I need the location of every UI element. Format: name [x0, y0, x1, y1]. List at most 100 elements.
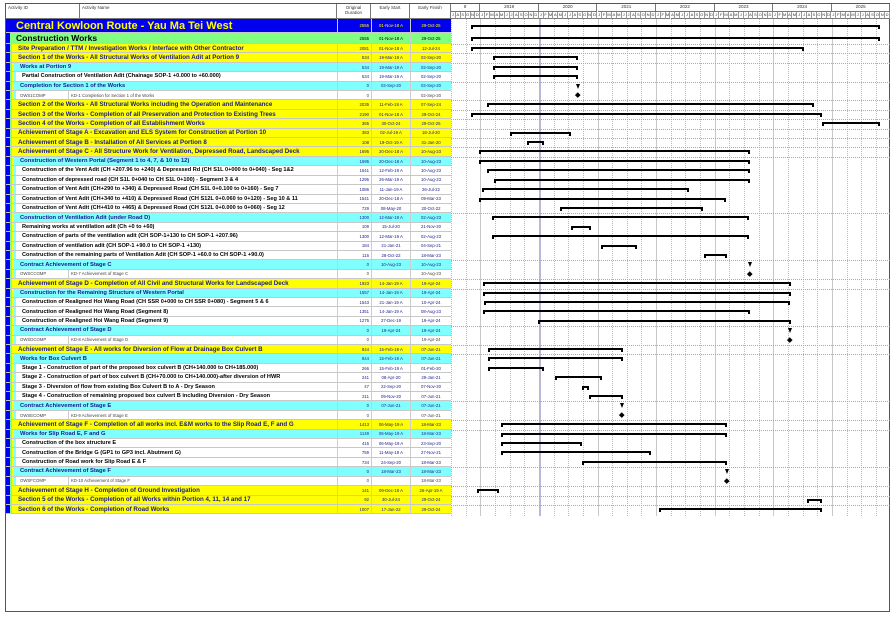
milestone-detail-row[interactable]: OWSCCOMP KD-7 Achievement of Stage C 0 10-A… — [6, 269, 451, 280]
activity-bar[interactable] — [501, 451, 652, 456]
activity-row[interactable]: Construction of Realigned Hoi Wang Road … — [6, 297, 451, 308]
milestone-diamond[interactable] — [747, 271, 753, 277]
activity-row[interactable]: Partial Construction of Ventilation Adit… — [6, 72, 451, 82]
activity-bar[interactable] — [527, 141, 544, 146]
activity-bar[interactable] — [500, 442, 582, 447]
header-early-finish[interactable]: Early Finish — [410, 4, 451, 19]
activity-bar[interactable] — [500, 423, 728, 428]
wbs-row[interactable]: Construction Works 2555 01-Nov-18 A 29-Oct-… — [6, 33, 451, 44]
milestone-detail-row[interactable]: OWSECOMP KD-9 Achievement of Stage E 0 07-J… — [6, 410, 451, 421]
activity-bar[interactable] — [509, 132, 572, 137]
wbs-row[interactable]: Achievement of Stage A - Excavation and … — [6, 128, 451, 139]
activity-row[interactable]: Construction of the box structure E 415 06… — [6, 439, 451, 449]
activity-bar[interactable] — [492, 56, 579, 61]
wbs-row[interactable]: Section 3 of the Works - Completion of a… — [6, 109, 451, 120]
activity-row[interactable]: Remaining works at ventilation adit (Ch … — [6, 222, 451, 233]
activity-bar[interactable] — [482, 188, 690, 193]
activity-bar[interactable] — [538, 320, 791, 325]
wbs-row[interactable]: Section 6 of the Works - Completion of R… — [6, 504, 451, 515]
milestone-diamond[interactable] — [787, 337, 793, 343]
activity-bar[interactable] — [478, 198, 726, 203]
activity-row[interactable]: Stage 1 - Construction of part of the pr… — [6, 363, 451, 374]
activity-bar[interactable] — [807, 499, 822, 504]
activity-bar[interactable] — [704, 254, 728, 259]
activity-bar[interactable] — [487, 103, 815, 108]
activity-bar[interactable] — [492, 75, 579, 80]
wbs-row[interactable]: Works at Portion 9 534 19-Mar-19 A 02-Sep-2… — [6, 62, 451, 73]
activity-row[interactable]: Construction of ventilation adit (CH SOP… — [6, 241, 451, 251]
activity-bar[interactable] — [470, 113, 823, 118]
activity-bar[interactable] — [581, 461, 728, 466]
activity-bar[interactable] — [492, 66, 579, 71]
activity-row[interactable]: Construction of the remaining parts of V… — [6, 250, 451, 261]
wbs-row[interactable]: Section 5 of the Works - Completion of a… — [6, 495, 451, 505]
milestone-diamond[interactable] — [723, 478, 729, 484]
wbs-row[interactable]: Site Preparation / TTM / Investigation W… — [6, 44, 451, 54]
header-early-start[interactable]: Early Start — [371, 4, 410, 19]
wbs-row[interactable]: Achievement of Stage F - Completion of a… — [6, 420, 451, 430]
milestone-triangle[interactable] — [620, 403, 625, 408]
header-activity-id[interactable]: Activity ID — [6, 4, 80, 19]
activity-bar[interactable] — [487, 357, 624, 362]
wbs-row[interactable]: Contract Achievement of Stage D 0 19-Apr-2… — [6, 326, 451, 336]
wbs-row[interactable]: Achievement of Stage C - All Structure W… — [6, 147, 451, 157]
milestone-detail-row[interactable]: OWSDCOMP KD-8 Achievement of Stage D 0 19-A… — [6, 335, 451, 345]
activity-row[interactable]: Construction of depressed road (CH S1L 0… — [6, 175, 451, 186]
activity-bar[interactable] — [487, 169, 751, 174]
activity-bar[interactable] — [483, 301, 790, 306]
activity-bar[interactable] — [487, 348, 624, 353]
activity-bar[interactable] — [559, 207, 704, 212]
activity-bar[interactable] — [554, 376, 603, 381]
activity-bar[interactable] — [470, 24, 881, 30]
wbs-row[interactable]: Central Kowloon Route - Yau Ma Tei West 2… — [6, 19, 451, 33]
activity-bar[interactable] — [658, 508, 822, 513]
activity-bar[interactable] — [493, 179, 751, 184]
activity-bar[interactable] — [570, 226, 592, 231]
activity-row[interactable]: Construction of Realigned Hoi Wang Road … — [6, 316, 451, 327]
activity-bar[interactable] — [601, 245, 638, 250]
milestone-triangle[interactable] — [724, 469, 729, 474]
wbs-row[interactable]: Achievement of Stage H - Completion of G… — [6, 486, 451, 496]
header-activity-name[interactable]: Activity Name — [80, 4, 337, 19]
milestone-detail-row[interactable]: OWS1COMP KD-1 Completion for Section 1 of… — [6, 91, 451, 101]
activity-row[interactable]: Construction of Vent Adit (CH+290 to +34… — [6, 185, 451, 195]
activity-bar[interactable] — [491, 235, 750, 240]
wbs-row[interactable]: Section 4 of the Works - Completion of a… — [6, 119, 451, 129]
milestone-diamond[interactable] — [619, 412, 625, 418]
wbs-row[interactable]: Construction of Western Portal (Segment … — [6, 156, 451, 167]
activity-row[interactable]: Construction of Vent Adit (CH+340 to +41… — [6, 194, 451, 204]
activity-row[interactable]: Construction of Vent Adit (CH+410 to +46… — [6, 203, 451, 214]
wbs-row[interactable]: Achievement of Stage E - All works for D… — [6, 345, 451, 355]
activity-row[interactable]: Stage 2 - Construction of part of box cu… — [6, 373, 451, 383]
activity-bar[interactable] — [470, 37, 881, 42]
wbs-row[interactable]: Section 1 of the Works - All Structural … — [6, 53, 451, 63]
activity-row[interactable]: Stage 4 - Construction of remaining prop… — [6, 392, 451, 402]
wbs-row[interactable]: Contract Achievement of Stage C 0 10-Aug-2… — [6, 260, 451, 270]
activity-bar[interactable] — [491, 216, 750, 221]
milestone-triangle[interactable] — [747, 262, 752, 267]
activity-row[interactable]: Construction of Realigned Hoi Wang Road … — [6, 307, 451, 317]
activity-bar[interactable] — [478, 160, 751, 165]
wbs-row[interactable]: Works for Box Culvert B 844 15-Feb-19 A 07-… — [6, 354, 451, 364]
wbs-row[interactable]: Construction for the Remaining Structure… — [6, 288, 451, 298]
activity-bar[interactable] — [500, 433, 728, 438]
activity-row[interactable]: Construction of Road work for Slip Road … — [6, 457, 451, 468]
activity-bar[interactable] — [589, 395, 623, 400]
activity-bar[interactable] — [482, 292, 792, 297]
activity-row[interactable]: Construction of parts of the ventilation… — [6, 232, 451, 242]
wbs-row[interactable]: Works for Slip Road E, F and G 1149 06-May… — [6, 429, 451, 440]
header-original-duration[interactable]: Original Duration — [337, 4, 371, 19]
activity-bar[interactable] — [482, 310, 751, 315]
milestone-detail-row[interactable]: OWSFCOMP KD-10 Achievement of Stage F 0 18-… — [6, 476, 451, 487]
wbs-row[interactable]: Achievement of Stage D - Completion of A… — [6, 279, 451, 289]
milestone-triangle[interactable] — [788, 328, 793, 333]
activity-bar[interactable] — [470, 47, 805, 52]
wbs-row[interactable]: Contract Achievement of Stage F 0 18-Mar-2… — [6, 467, 451, 477]
activity-bar[interactable] — [478, 150, 751, 155]
activity-bar[interactable] — [581, 386, 590, 391]
milestone-diamond[interactable] — [575, 92, 581, 98]
wbs-row[interactable]: Contract Achievement of Stage E 0 07-Jun-2… — [6, 401, 451, 411]
wbs-row[interactable]: Achievement of Stage B - Installation of… — [6, 138, 451, 148]
wbs-row[interactable]: Completion for Section 1 of the Works 0 02… — [6, 81, 451, 92]
wbs-row[interactable]: Section 2 of the Works - All Structural … — [6, 100, 451, 110]
